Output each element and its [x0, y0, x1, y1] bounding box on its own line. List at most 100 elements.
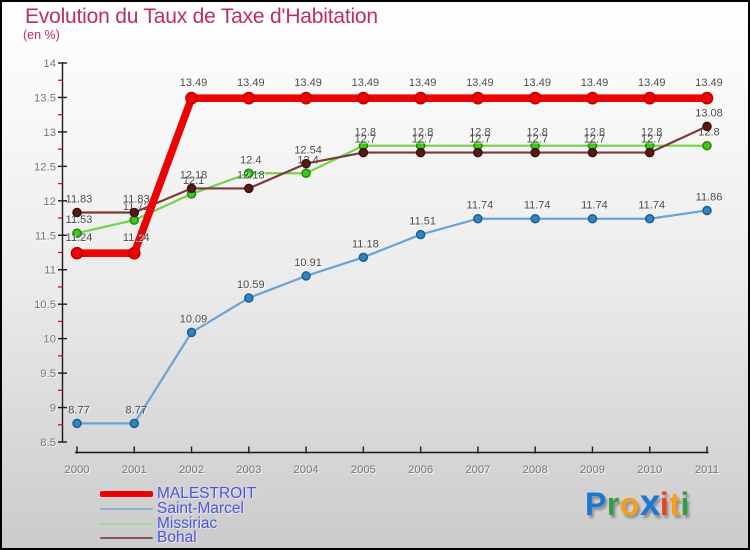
data-point [702, 205, 712, 216]
data-point [644, 213, 655, 224]
data-point [72, 418, 82, 429]
x-tick-label: 2011 [695, 464, 719, 476]
y-tick-label: 12.5 [34, 161, 56, 173]
legend-swatch [100, 522, 153, 525]
data-point [473, 147, 483, 158]
data-point [242, 91, 256, 105]
x-tick-label: 2008 [523, 464, 548, 476]
data-point-label: 13.49 [294, 77, 322, 89]
data-point [186, 327, 197, 338]
data-point-label: 11.24 [123, 232, 150, 244]
y-tick-label: 12 [43, 196, 56, 208]
data-point [358, 252, 369, 263]
logo-letter-x: x [639, 482, 661, 523]
y-tick-label: 13.5 [34, 92, 56, 104]
x-tick-label: 2005 [351, 464, 376, 476]
data-point-label: 11.86 [696, 191, 723, 203]
legend-swatch [100, 508, 153, 511]
data-point [587, 213, 598, 224]
legend-item-missiriac: Missiriac [100, 514, 256, 532]
data-point [643, 91, 657, 105]
data-point [129, 207, 140, 218]
data-point-label: 11.24 [66, 232, 93, 244]
data-point [414, 91, 427, 105]
data-point-label: 12.8 [469, 127, 490, 139]
y-tick-label: 10.5 [34, 299, 56, 311]
series-line [75, 144, 709, 235]
data-point [530, 213, 540, 224]
data-point-label: 12.8 [412, 127, 433, 139]
series-line [73, 94, 711, 257]
logo-letter-t: t [669, 486, 681, 522]
data-point-label: 13.49 [180, 77, 208, 89]
data-point [244, 183, 254, 194]
data-point-label: 11.51 [409, 216, 436, 228]
y-tick-label: 14 [43, 58, 56, 70]
y-tick-label: 9.5 [40, 368, 56, 380]
legend-item-saint-marcel: Saint-Marcel [100, 501, 256, 517]
y-tick-label: 8.5 [40, 437, 56, 449]
x-tick-label: 2001 [122, 464, 147, 476]
y-tick-label: 10 [43, 334, 56, 346]
data-point-label: 13.49 [523, 77, 551, 89]
data-point-label: 12.18 [237, 169, 265, 181]
data-point-label: 12.8 [526, 127, 547, 139]
legend-swatch [100, 491, 153, 498]
data-point [702, 140, 712, 151]
x-tick-label: 2003 [236, 464, 261, 476]
data-point-label: 8.77 [126, 404, 147, 416]
data-point-label: 11.74 [467, 200, 494, 212]
data-point-label: 11.72 [123, 201, 150, 213]
data-point [528, 91, 542, 105]
data-point [358, 147, 369, 158]
data-point-label: 13.49 [695, 77, 723, 89]
proxiti-logo: Proxiti [585, 484, 690, 522]
data-point-label: 12.8 [641, 127, 662, 139]
legend-swatch [100, 537, 153, 540]
data-point-label: 11.74 [581, 200, 608, 212]
data-point-label: 12.7 [355, 134, 376, 146]
data-point-label: 12.7 [584, 134, 605, 146]
data-point-label: 10.91 [294, 257, 322, 269]
data-point [244, 168, 254, 179]
data-point [415, 147, 426, 158]
legend-label: Missiriac [157, 514, 218, 532]
data-point-label: 12.54 [294, 145, 322, 157]
data-point-label: 12.8 [584, 127, 605, 139]
data-point [129, 418, 140, 429]
data-point-label: 13.49 [638, 77, 666, 89]
x-tick-label: 2000 [64, 464, 89, 476]
data-point [301, 271, 311, 281]
data-point [586, 91, 599, 105]
data-point-label: 13.49 [237, 77, 265, 89]
legend-item-malestroit: MALESTROIT [100, 486, 256, 502]
data-point-label: 10.59 [237, 279, 265, 291]
logo-letter-p: P [585, 486, 607, 522]
series-saint-marcel: 8.77 8.77 10.09 10.59 10.91 11.18 11.51 11.74 11… [68, 191, 723, 429]
data-point-label: 12.4 [240, 154, 261, 166]
data-point [700, 91, 714, 105]
data-point-label: 13.49 [409, 77, 437, 89]
logo-letter-i: i [680, 486, 690, 522]
x-tick-label: 2002 [179, 464, 204, 476]
axes: 14 13.5 13 12.5 12 11.5 11 10.5 10 9.5 9 8.5 2000 200… [34, 58, 719, 476]
data-point-label: 12.7 [526, 134, 547, 146]
legend: MALESTROIT Saint-Marcel Missiriac Bohal [100, 486, 256, 546]
data-point [301, 158, 311, 169]
data-point [644, 147, 655, 158]
data-point-label: 11.74 [524, 200, 551, 212]
chart-title: Evolution du Taux de Taxe d'Habitation [25, 5, 378, 28]
chart-subtitle: (en %) [23, 28, 60, 42]
data-point-label: 12.7 [469, 134, 490, 146]
data-point-label: 12.1 [183, 175, 204, 187]
data-point-label: 11.83 [66, 194, 93, 206]
y-tick-label: 9 [50, 403, 56, 415]
data-point [72, 228, 82, 238]
data-point [357, 91, 370, 105]
legend-item-bohal: Bohal [100, 530, 256, 546]
x-tick-label: 2007 [465, 464, 490, 476]
data-point-label: 11.53 [66, 214, 93, 226]
